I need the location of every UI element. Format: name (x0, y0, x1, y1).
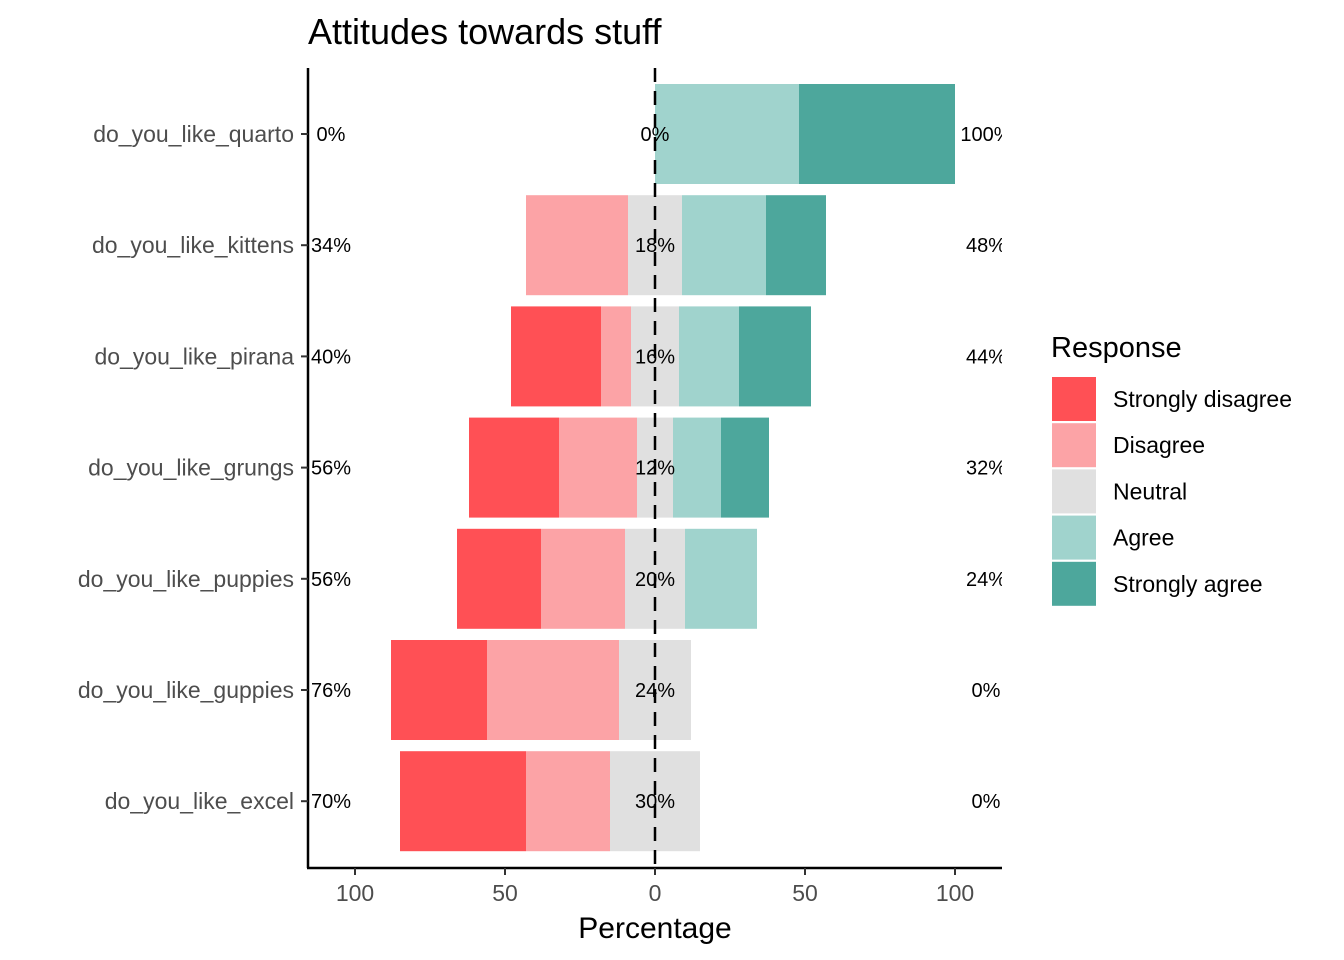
pct-label-neutral-do-you-like-kittens: 18% (635, 235, 675, 257)
y-category-label: do_you_like_excel (105, 788, 294, 814)
pct-label-high-do-you-like-quarto: 100% (960, 124, 1011, 146)
y-category-label: do_you_like_puppies (78, 566, 294, 592)
bar-do-you-like-pirana-disagree (601, 306, 631, 407)
x-tick-label: 50 (492, 880, 518, 906)
legend: Response Strongly disagree Disagree Neutra… (1051, 332, 1292, 606)
axes-layer: do_you_like_quarto do_you_like_kittens do_… (78, 68, 1002, 906)
bar-do-you-like-quarto-strongly-agree (799, 84, 955, 184)
pct-label-low-do-you-like-guppies: 76% (311, 680, 351, 702)
bar-do-you-like-grungs-strongly-disagree (469, 417, 559, 518)
legend-label-agree: Agree (1113, 525, 1174, 551)
percent-labels-layer: 0% 0% 100% 34% 18% 48% 40% 16% 44% 56% 12% 32% 56% 20… (311, 124, 1011, 813)
bar-do-you-like-puppies-agree (685, 528, 757, 629)
legend-title: Response (1051, 332, 1182, 364)
pct-label-low-do-you-like-grungs: 56% (311, 458, 351, 480)
pct-label-high-do-you-like-grungs: 32% (966, 458, 1006, 480)
pct-label-neutral-do-you-like-excel: 30% (635, 791, 675, 813)
bar-do-you-like-grungs-disagree (559, 417, 637, 518)
bar-do-you-like-guppies-disagree (487, 640, 619, 740)
y-category-label: do_you_like_guppies (78, 677, 294, 703)
bar-do-you-like-guppies-strongly-disagree (391, 640, 487, 740)
pct-label-neutral-do-you-like-grungs: 12% (635, 458, 675, 480)
pct-label-neutral-do-you-like-pirana: 16% (635, 346, 675, 368)
pct-label-high-do-you-like-kittens: 48% (966, 235, 1006, 257)
legend-label-neutral: Neutral (1113, 478, 1187, 504)
chart-title: Attitudes towards stuff (308, 11, 663, 52)
x-tick-label: 100 (936, 880, 974, 906)
bar-do-you-like-grungs-strongly-agree (721, 417, 769, 518)
pct-label-neutral-do-you-like-guppies: 24% (635, 680, 675, 702)
y-category-label: do_you_like_kittens (92, 232, 294, 258)
pct-label-low-do-you-like-excel: 70% (311, 791, 351, 813)
legend-key-strongly-disagree (1052, 377, 1096, 421)
bar-do-you-like-kittens-disagree (526, 195, 628, 296)
bar-do-you-like-kittens-strongly-agree (766, 195, 826, 296)
legend-label-disagree: Disagree (1113, 432, 1205, 458)
y-category-label: do_you_like_quarto (93, 121, 294, 147)
pct-label-neutral-do-you-like-quarto: 0% (641, 124, 670, 146)
y-category-label: do_you_like_pirana (95, 343, 295, 369)
pct-label-high-do-you-like-puppies: 24% (966, 569, 1006, 591)
x-tick-label: 100 (336, 880, 374, 906)
pct-label-neutral-do-you-like-puppies: 20% (635, 569, 675, 591)
pct-label-low-do-you-like-kittens: 34% (311, 235, 351, 257)
legend-key-strongly-agree (1052, 561, 1096, 606)
legend-key-neutral (1052, 469, 1096, 514)
x-axis-title: Percentage (578, 912, 731, 945)
bar-do-you-like-puppies-strongly-disagree (457, 528, 541, 629)
pct-label-high-do-you-like-pirana: 44% (966, 346, 1006, 368)
legend-key-agree (1052, 515, 1096, 560)
bar-do-you-like-pirana-strongly-agree (739, 306, 811, 407)
legend-label-strongly-agree: Strongly agree (1113, 571, 1263, 597)
pct-label-high-do-you-like-guppies: 0% (972, 680, 1001, 702)
bar-do-you-like-quarto-agree (655, 84, 799, 184)
bar-do-you-like-puppies-disagree (541, 528, 625, 629)
bar-do-you-like-grungs-agree (673, 417, 721, 518)
bar-do-you-like-excel-disagree (526, 751, 610, 852)
y-category-label: do_you_like_grungs (88, 455, 294, 481)
x-tick-label: 0 (649, 880, 662, 906)
x-tick-label: 50 (792, 880, 818, 906)
bar-do-you-like-pirana-strongly-disagree (511, 306, 601, 407)
bars-layer (391, 68, 955, 868)
pct-label-low-do-you-like-quarto: 0% (317, 124, 346, 146)
pct-label-low-do-you-like-puppies: 56% (311, 569, 351, 591)
pct-label-low-do-you-like-pirana: 40% (311, 346, 351, 368)
bar-do-you-like-pirana-agree (679, 306, 739, 407)
legend-label-strongly-disagree: Strongly disagree (1113, 386, 1292, 412)
bar-do-you-like-excel-strongly-disagree (400, 751, 526, 852)
legend-key-disagree (1052, 423, 1096, 468)
bar-do-you-like-kittens-agree (682, 195, 766, 296)
pct-label-high-do-you-like-excel: 0% (972, 791, 1001, 813)
